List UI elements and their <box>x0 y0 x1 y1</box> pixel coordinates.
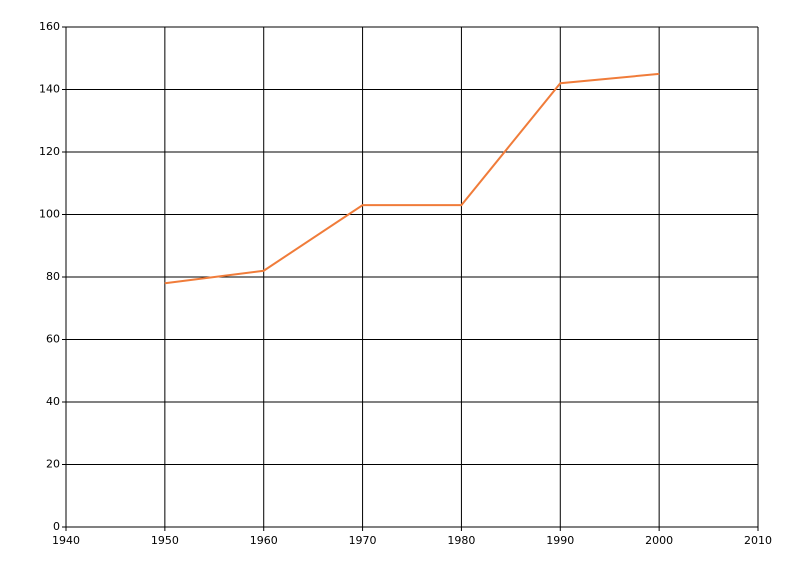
x-tick-label: 1960 <box>250 534 278 547</box>
x-tick-label: 1950 <box>151 534 179 547</box>
y-tick-label: 140 <box>39 83 60 96</box>
y-tick-label: 80 <box>46 270 60 283</box>
x-tick-label: 2000 <box>645 534 673 547</box>
y-tick-label: 160 <box>39 20 60 33</box>
y-tick-label: 20 <box>46 458 60 471</box>
y-tick-label: 120 <box>39 145 60 158</box>
x-tick-label: 1990 <box>546 534 574 547</box>
y-tick-label: 100 <box>39 208 60 221</box>
x-tick-label: 1940 <box>52 534 80 547</box>
x-tick-label: 1970 <box>349 534 377 547</box>
y-tick-label: 60 <box>46 333 60 346</box>
y-tick-label: 40 <box>46 395 60 408</box>
x-tick-label: 2010 <box>744 534 772 547</box>
line-series <box>164 72 660 285</box>
x-tick-label: 1980 <box>447 534 475 547</box>
y-tick-label: 0 <box>53 520 60 533</box>
